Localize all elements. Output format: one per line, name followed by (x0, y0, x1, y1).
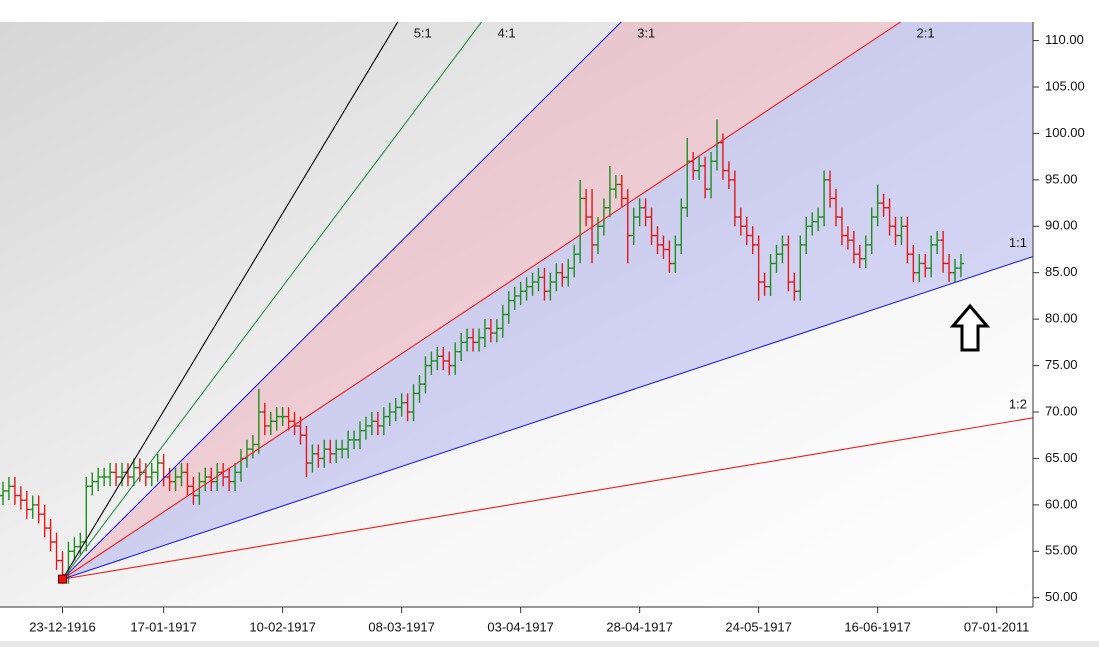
fan-line (62, 22, 483, 580)
x-tick-label: 24-05-1917 (725, 619, 792, 634)
price-bars (0, 119, 964, 584)
fan-label: 1:1 (1009, 235, 1027, 250)
y-tick-label: 100.00 (1045, 125, 1085, 140)
fan-label: 4:1 (498, 25, 516, 40)
x-tick-label: 17-01-1917 (130, 619, 197, 634)
y-tick-label: 80.00 (1045, 311, 1078, 326)
x-tick-label: 16-06-1917 (844, 619, 911, 634)
fan-line (62, 255, 1033, 580)
y-tick-label: 85.00 (1045, 264, 1078, 279)
y-tick-label: 70.00 (1045, 403, 1078, 418)
fan-origin (58, 574, 67, 584)
y-tick-label: 110.00 (1045, 32, 1084, 47)
status-strip (0, 641, 1099, 647)
fan-label: 1:2 (1009, 396, 1027, 411)
y-tick-label: 55.00 (1045, 543, 1078, 558)
gann-fan (58, 22, 1033, 584)
y-tick-label: 60.00 (1045, 496, 1078, 511)
plot-area (0, 22, 1033, 607)
y-tick-label: 105.00 (1045, 78, 1085, 93)
fan-label: 3:1 (637, 25, 655, 40)
axes (0, 22, 1039, 613)
x-tick-label: 08-03-1917 (368, 619, 435, 634)
y-tick-label: 90.00 (1045, 218, 1078, 233)
x-tick-label: 07-01-2011 (964, 619, 1030, 634)
fan-line (62, 22, 902, 580)
fan-label: 5:1 (414, 25, 432, 40)
y-tick-label: 75.00 (1045, 357, 1078, 372)
y-tick-label: 95.00 (1045, 171, 1078, 186)
y-tick-label: 50.00 (1045, 589, 1078, 604)
fan-line (62, 417, 1033, 580)
arrow-annotation (949, 303, 991, 352)
labels: 50.00 55.00 60.00 65.00 70.00 75.00 80.00 85.00… (29, 25, 1085, 634)
y-tick-label: 65.00 (1045, 450, 1078, 465)
x-tick-label: 03-04-1917 (487, 619, 554, 634)
x-tick-label: 10-02-1917 (249, 619, 316, 634)
top-strip (0, 0, 1099, 22)
x-tick-label: 23-12-1916 (29, 619, 96, 634)
fan-line (62, 22, 622, 580)
x-tick-label: 28-04-1917 (606, 619, 673, 634)
fan-fill (62, 22, 1033, 580)
fan-label: 2:1 (917, 25, 935, 40)
